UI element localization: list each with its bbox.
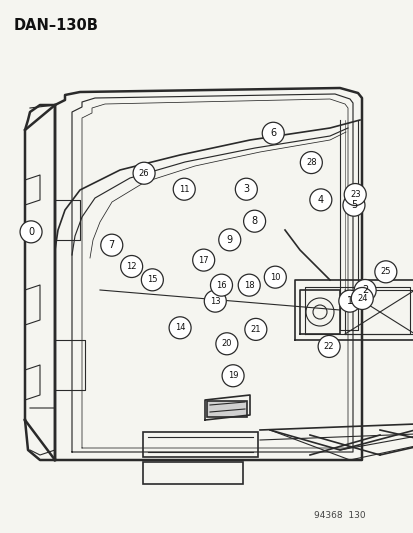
Circle shape <box>309 189 331 211</box>
Circle shape <box>221 365 244 387</box>
Text: 10: 10 <box>269 273 280 281</box>
Bar <box>142 432 257 457</box>
Text: 21: 21 <box>250 325 261 334</box>
Text: DAN–130B: DAN–130B <box>14 18 99 33</box>
Circle shape <box>338 290 360 312</box>
Text: 6: 6 <box>270 128 275 138</box>
Text: 14: 14 <box>174 324 185 332</box>
Text: 22: 22 <box>323 342 334 351</box>
Circle shape <box>218 229 240 251</box>
Circle shape <box>100 234 123 256</box>
Text: 12: 12 <box>126 262 137 271</box>
Text: 5: 5 <box>350 200 356 210</box>
Text: 23: 23 <box>349 190 360 199</box>
Circle shape <box>374 261 396 283</box>
Circle shape <box>141 269 163 291</box>
Circle shape <box>243 210 265 232</box>
Circle shape <box>317 335 339 358</box>
Circle shape <box>210 274 232 296</box>
Text: 1: 1 <box>346 296 352 306</box>
Circle shape <box>204 290 226 312</box>
Text: 8: 8 <box>251 216 257 226</box>
Text: 18: 18 <box>243 281 254 289</box>
Circle shape <box>192 249 214 271</box>
Circle shape <box>244 318 266 341</box>
Text: 2: 2 <box>361 286 368 295</box>
Circle shape <box>263 266 286 288</box>
Text: 94368  130: 94368 130 <box>313 511 365 520</box>
Circle shape <box>350 287 373 310</box>
Text: 16: 16 <box>216 281 226 289</box>
Circle shape <box>133 162 155 184</box>
Circle shape <box>20 221 42 243</box>
Circle shape <box>237 274 260 296</box>
Circle shape <box>169 317 191 339</box>
Text: 4: 4 <box>317 195 323 205</box>
Bar <box>206 401 247 417</box>
Text: 25: 25 <box>380 268 390 276</box>
Circle shape <box>343 183 366 206</box>
Bar <box>142 462 242 484</box>
Text: 19: 19 <box>227 372 238 380</box>
Text: 28: 28 <box>305 158 316 167</box>
Text: 26: 26 <box>138 169 149 177</box>
Text: 9: 9 <box>226 235 232 245</box>
Text: 15: 15 <box>147 276 157 284</box>
Text: 17: 17 <box>198 256 209 264</box>
Circle shape <box>342 194 364 216</box>
Text: 13: 13 <box>209 297 220 305</box>
Text: 24: 24 <box>356 294 367 303</box>
Circle shape <box>120 255 142 278</box>
Circle shape <box>215 333 237 355</box>
Circle shape <box>353 279 375 302</box>
Text: 20: 20 <box>221 340 232 348</box>
Text: 0: 0 <box>28 227 34 237</box>
Circle shape <box>235 178 257 200</box>
Text: 11: 11 <box>178 185 189 193</box>
Circle shape <box>299 151 322 174</box>
Text: 3: 3 <box>243 184 249 194</box>
Circle shape <box>173 178 195 200</box>
Circle shape <box>261 122 284 144</box>
Text: 7: 7 <box>108 240 115 250</box>
